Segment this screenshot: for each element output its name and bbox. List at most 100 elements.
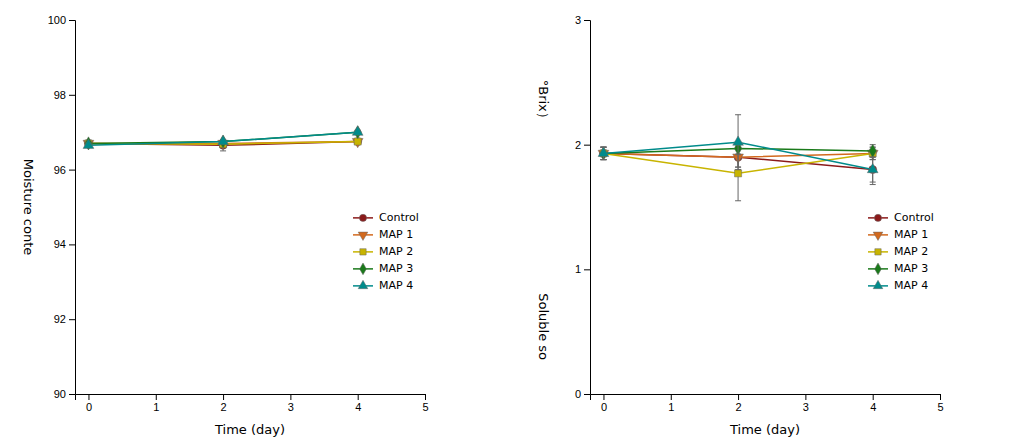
tick-label: 2 bbox=[736, 401, 742, 413]
annotation: Soluble so bbox=[536, 293, 551, 360]
tick-label: 5 bbox=[937, 401, 943, 413]
tick-mark bbox=[156, 394, 157, 400]
tick: 1 bbox=[153, 394, 159, 413]
legend-item: MAP 3 bbox=[868, 262, 928, 275]
tick: 3 bbox=[803, 394, 809, 413]
annotation: °Brix） bbox=[536, 80, 551, 125]
tick-mark bbox=[584, 20, 590, 21]
tick-label: 3 bbox=[288, 401, 294, 413]
tick-label: 94 bbox=[54, 238, 66, 250]
chart: 0123450123Time (day)°Brix）Soluble soCont… bbox=[536, 14, 944, 437]
legend-item: MAP 4 bbox=[353, 279, 413, 292]
marker bbox=[218, 135, 229, 144]
y-axis-title: Moisture conte bbox=[21, 159, 36, 256]
legend-item: MAP 4 bbox=[868, 279, 928, 292]
tick-mark bbox=[69, 95, 75, 96]
tick-mark bbox=[223, 394, 224, 400]
legend-label: MAP 1 bbox=[379, 228, 413, 241]
tick-mark bbox=[805, 394, 806, 400]
tick: 98 bbox=[54, 89, 75, 101]
tick-mark bbox=[603, 394, 604, 400]
legend-item: MAP 1 bbox=[868, 228, 928, 241]
tick-mark bbox=[358, 394, 359, 400]
axis-line bbox=[76, 395, 426, 401]
y-axis: 90 92 94 96 98 100 bbox=[48, 14, 76, 400]
marker bbox=[598, 147, 609, 156]
tick-label: 1 bbox=[153, 401, 159, 413]
plot-area bbox=[83, 126, 363, 151]
tick: 94 bbox=[54, 238, 75, 250]
legend: Control MAP 1 MAP 2 MAP 3 MAP 4 bbox=[353, 211, 419, 292]
tick-label: 5 bbox=[422, 401, 428, 413]
marker bbox=[867, 163, 878, 172]
legend-label: Control bbox=[894, 211, 934, 224]
y-axis: 0123 bbox=[575, 14, 591, 400]
series bbox=[598, 115, 878, 182]
legend-item: MAP 3 bbox=[353, 262, 413, 275]
legend-marker bbox=[875, 249, 881, 255]
legend-marker bbox=[873, 280, 883, 288]
tick-label: 0 bbox=[601, 401, 607, 413]
legend-marker bbox=[875, 263, 882, 275]
tick-label: 2 bbox=[221, 401, 227, 413]
legend-label: MAP 2 bbox=[894, 245, 928, 258]
tick: 0 bbox=[86, 394, 92, 413]
tick-mark bbox=[584, 269, 590, 270]
series bbox=[83, 126, 363, 148]
legend-label: MAP 1 bbox=[894, 228, 928, 241]
legend-label: MAP 3 bbox=[894, 262, 928, 275]
tick-mark bbox=[425, 394, 426, 400]
legend-label: MAP 2 bbox=[379, 245, 413, 258]
x-axis-title: Time (day) bbox=[214, 422, 285, 437]
legend-item: MAP 1 bbox=[353, 228, 413, 241]
tick: 0 bbox=[575, 388, 590, 400]
legend-marker bbox=[873, 232, 883, 240]
tick: 3 bbox=[575, 14, 590, 26]
tick-mark bbox=[290, 394, 291, 400]
tick-mark bbox=[738, 394, 739, 400]
tick: 3 bbox=[288, 394, 294, 413]
marker bbox=[352, 126, 363, 135]
legend-marker bbox=[359, 214, 366, 221]
tick: 96 bbox=[54, 164, 75, 176]
tick-label: 0 bbox=[575, 388, 581, 400]
marker bbox=[735, 170, 742, 177]
tick-label: 90 bbox=[54, 388, 66, 400]
tick: 4 bbox=[355, 394, 361, 413]
legend-marker bbox=[874, 214, 881, 221]
legend-label: MAP 3 bbox=[379, 262, 413, 275]
tick: 0 bbox=[601, 394, 607, 413]
tick: 2 bbox=[221, 394, 227, 413]
legend-item: Control bbox=[353, 211, 419, 224]
tick: 92 bbox=[54, 313, 75, 325]
tick: 100 bbox=[48, 14, 75, 26]
legend-label: Control bbox=[379, 211, 419, 224]
tick-mark bbox=[69, 20, 75, 21]
axis-line bbox=[584, 21, 591, 395]
tick-label: 1 bbox=[575, 263, 581, 275]
tick-mark bbox=[69, 244, 75, 245]
tick-mark bbox=[584, 145, 590, 146]
legend-marker bbox=[358, 280, 368, 288]
plot-area bbox=[598, 115, 878, 201]
tick-label: 96 bbox=[54, 164, 66, 176]
marker bbox=[352, 138, 363, 147]
tick-label: 3 bbox=[803, 401, 809, 413]
marker bbox=[83, 139, 94, 148]
tick-label: 4 bbox=[870, 401, 876, 413]
tick-label: 4 bbox=[355, 401, 361, 413]
tick: 5 bbox=[937, 394, 943, 413]
tick-mark bbox=[584, 394, 590, 395]
tick: 5 bbox=[422, 394, 428, 413]
tick-label: 100 bbox=[48, 14, 66, 26]
legend-label: MAP 4 bbox=[379, 279, 413, 292]
tick-label: 98 bbox=[54, 89, 66, 101]
legend-item: MAP 2 bbox=[353, 245, 413, 258]
tick: 1 bbox=[575, 263, 590, 275]
tick-mark bbox=[671, 394, 672, 400]
legend-marker bbox=[358, 232, 368, 240]
series bbox=[85, 126, 362, 150]
legend-label: MAP 4 bbox=[894, 279, 928, 292]
tick-mark bbox=[873, 394, 874, 400]
line bbox=[88, 132, 357, 145]
